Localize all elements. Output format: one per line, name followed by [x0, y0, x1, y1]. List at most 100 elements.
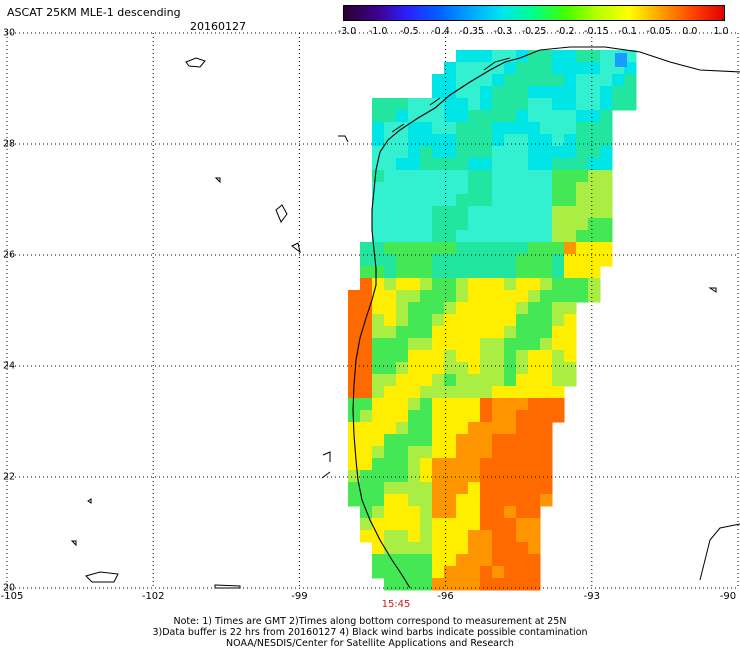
swath-cell [576, 290, 589, 303]
swath-cell [456, 278, 469, 291]
swath-cell [540, 242, 553, 255]
swath-cell [456, 386, 469, 399]
swath-cell [540, 74, 553, 87]
swath-cell [540, 362, 553, 375]
swath-cell [480, 446, 493, 459]
swath-cell [576, 62, 589, 75]
swath-cell [552, 386, 565, 399]
swath-cell [480, 266, 493, 279]
swath-cell [504, 98, 517, 111]
swath-cell [540, 350, 553, 363]
swath-cell [432, 374, 445, 387]
swath-cell [624, 86, 637, 99]
swath-cell [552, 302, 565, 315]
swath-cell [540, 218, 553, 231]
swath-cell [540, 62, 553, 75]
swath-cell [444, 410, 457, 423]
swath-cell [504, 362, 517, 375]
swath-cell [480, 326, 493, 339]
swath-cell [456, 542, 469, 555]
color-scale-label: -0.1 [618, 26, 637, 37]
swath-cell [408, 110, 421, 123]
swath-cell [480, 302, 493, 315]
swath-cell [456, 494, 469, 507]
swath-cell [372, 158, 385, 171]
swath-cell [372, 266, 385, 279]
swath-cell [372, 290, 385, 303]
swath-cell [408, 134, 421, 147]
swath-cell [552, 134, 565, 147]
swath-cell [408, 230, 421, 243]
swath-cell [528, 326, 541, 339]
swath-cell [432, 86, 445, 99]
swath-cell [384, 170, 397, 183]
swath-cell [516, 398, 529, 411]
swath-cell [528, 110, 541, 123]
swath-cell [444, 122, 457, 135]
swath-cell [468, 314, 481, 327]
swath-cell [492, 530, 505, 543]
swath-cell [540, 422, 553, 435]
swath-cell [444, 350, 457, 363]
swath-cell [360, 422, 373, 435]
swath-cell [432, 146, 445, 159]
swath-cell [480, 218, 493, 231]
swath-cell [444, 182, 457, 195]
swath-cell [372, 398, 385, 411]
swath-cell [420, 326, 433, 339]
swath-cell [420, 518, 433, 531]
swath-cell [408, 566, 421, 579]
swath-cell [504, 146, 517, 159]
swath-cell [384, 542, 397, 555]
latitude-label: 28 [3, 138, 16, 150]
swath-cell [480, 566, 493, 579]
swath-cell [504, 530, 517, 543]
swath-cell [480, 422, 493, 435]
swath-cell [420, 218, 433, 231]
product-title: ASCAT 25KM MLE-1 descending [7, 6, 181, 19]
swath-cell [480, 314, 493, 327]
swath-cell [360, 410, 373, 423]
swath-cell [480, 86, 493, 99]
swath-cell [456, 374, 469, 387]
swath-cell [372, 386, 385, 399]
swath-cell [528, 182, 541, 195]
swath-cell [504, 410, 517, 423]
swath-cell [492, 326, 505, 339]
swath-cell [600, 134, 613, 147]
swath-cell [528, 206, 541, 219]
swath-cell [480, 554, 493, 567]
swath-cell [444, 374, 457, 387]
swath-cell [564, 86, 577, 99]
swath-cell [504, 542, 517, 555]
swath-cell [540, 398, 553, 411]
swath-cell [576, 266, 589, 279]
swath-cell [420, 566, 433, 579]
swath-cell [504, 458, 517, 471]
swath-cell [456, 398, 469, 411]
swath-cell [516, 302, 529, 315]
swath-cell [492, 302, 505, 315]
swath-cell [504, 266, 517, 279]
swath-cell [432, 542, 445, 555]
swath-cell [432, 446, 445, 459]
color-scale-label: -0.2 [555, 26, 575, 37]
swath-cell [420, 338, 433, 351]
swath-cell [444, 158, 457, 171]
swath-cell [444, 254, 457, 267]
swath-cell [384, 110, 397, 123]
lake-outline [185, 57, 206, 68]
swath-cell [384, 326, 397, 339]
swath-cell [372, 494, 385, 507]
swath-cell [372, 458, 385, 471]
swath-cell [528, 518, 541, 531]
swath-cell [456, 230, 469, 243]
swath-cell [384, 194, 397, 207]
swath-cell [468, 542, 481, 555]
swath-cell [528, 482, 541, 495]
swath-cell [480, 470, 493, 483]
swath-cell [540, 482, 553, 495]
swath-cell [504, 314, 517, 327]
swath-cell [384, 362, 397, 375]
swath-cell [468, 122, 481, 135]
